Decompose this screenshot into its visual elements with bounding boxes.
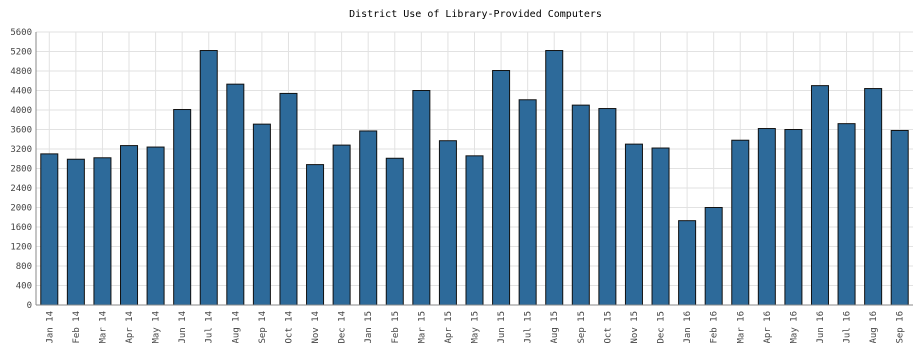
- x-tick-label: Apr 14: [125, 311, 135, 343]
- y-tick-label: 5200: [10, 48, 32, 58]
- bar: [837, 123, 856, 306]
- x-tick-label: Feb 16: [710, 311, 720, 343]
- y-tick-label: 4400: [10, 87, 32, 97]
- bar: [784, 129, 803, 306]
- bar: [731, 139, 750, 306]
- y-tick-label: 4800: [10, 67, 32, 77]
- y-tick-label: 400: [16, 282, 32, 292]
- x-tick-label: Aug 14: [231, 311, 241, 343]
- x-tick-label: May 15: [471, 311, 481, 343]
- x-tick-label: Sep 16: [896, 311, 906, 343]
- bar: [385, 157, 404, 306]
- y-tick-label: 0: [27, 301, 32, 311]
- bar: [492, 70, 511, 306]
- x-tick-label: May 14: [152, 311, 162, 343]
- x-tick-label: Feb 14: [72, 311, 82, 343]
- x-tick-label: Jun 15: [497, 311, 507, 343]
- x-tick-label: Nov 14: [311, 311, 321, 343]
- y-tick-label: 2800: [10, 165, 32, 175]
- x-tick-label: Feb 15: [391, 311, 401, 343]
- bar: [412, 90, 431, 306]
- bar: [199, 50, 218, 306]
- x-tick-label: Jul 16: [843, 311, 853, 343]
- x-tick-label: Sep 14: [258, 311, 268, 343]
- x-tick-label: Jan 15: [364, 311, 374, 343]
- bar: [40, 153, 59, 306]
- x-tick-label: Jun 14: [178, 311, 188, 343]
- bar: [571, 104, 590, 306]
- bar: [465, 155, 484, 306]
- x-tick-label: Jul 14: [205, 311, 215, 343]
- x-tick-label: Mar 15: [417, 311, 427, 343]
- bar: [438, 140, 457, 306]
- bar: [306, 164, 325, 306]
- bar: [757, 128, 776, 306]
- x-tick-label: Jul 15: [524, 311, 534, 343]
- y-tick-label: 4000: [10, 106, 32, 116]
- bar: [545, 50, 564, 306]
- bar: [598, 108, 617, 306]
- x-tick-label: Apr 15: [444, 311, 454, 343]
- x-tick-label: Mar 14: [98, 311, 108, 343]
- x-tick-label: Aug 15: [550, 311, 560, 343]
- bar: [810, 85, 829, 306]
- bar: [252, 123, 271, 306]
- y-tick-label: 1600: [10, 223, 32, 233]
- x-tick-label: Aug 16: [869, 311, 879, 343]
- x-tick-label: Nov 15: [630, 311, 640, 343]
- bar: [66, 158, 85, 306]
- bar: [226, 83, 245, 306]
- x-tick-label: Apr 16: [763, 311, 773, 343]
- x-tick-label: Oct 15: [603, 311, 613, 343]
- bar: [864, 88, 883, 306]
- bar: [120, 145, 139, 306]
- bar: [146, 146, 165, 306]
- bar: [624, 143, 643, 306]
- chart-title: District Use of Library-Provided Compute…: [349, 9, 602, 20]
- y-tick-label: 1200: [10, 243, 32, 253]
- bar: [93, 157, 112, 306]
- x-tick-label: Mar 16: [736, 311, 746, 343]
- y-tick-label: 3200: [10, 145, 32, 155]
- x-tick-label: Sep 15: [577, 311, 587, 343]
- bar: [678, 220, 697, 306]
- bar: [332, 144, 351, 306]
- y-tick-label: 2000: [10, 204, 32, 214]
- bar: [173, 109, 192, 306]
- bar: [359, 130, 378, 306]
- y-tick-label: 3600: [10, 126, 32, 136]
- bar: [518, 99, 537, 306]
- bar: [279, 92, 298, 306]
- x-tick-label: Jun 16: [816, 311, 826, 343]
- y-tick-label: 800: [16, 262, 32, 272]
- x-tick-label: Oct 14: [284, 311, 294, 343]
- x-tick-label: May 16: [789, 311, 799, 343]
- x-tick-label: Dec 14: [338, 311, 348, 343]
- y-tick-label: 2400: [10, 184, 32, 194]
- bar: [890, 129, 909, 306]
- x-tick-label: Dec 15: [657, 311, 667, 343]
- bar: [704, 207, 723, 306]
- bar: [651, 147, 670, 306]
- y-tick-label: 5600: [10, 28, 32, 38]
- x-tick-label: Jan 14: [45, 311, 55, 343]
- x-tick-label: Jan 16: [683, 311, 693, 343]
